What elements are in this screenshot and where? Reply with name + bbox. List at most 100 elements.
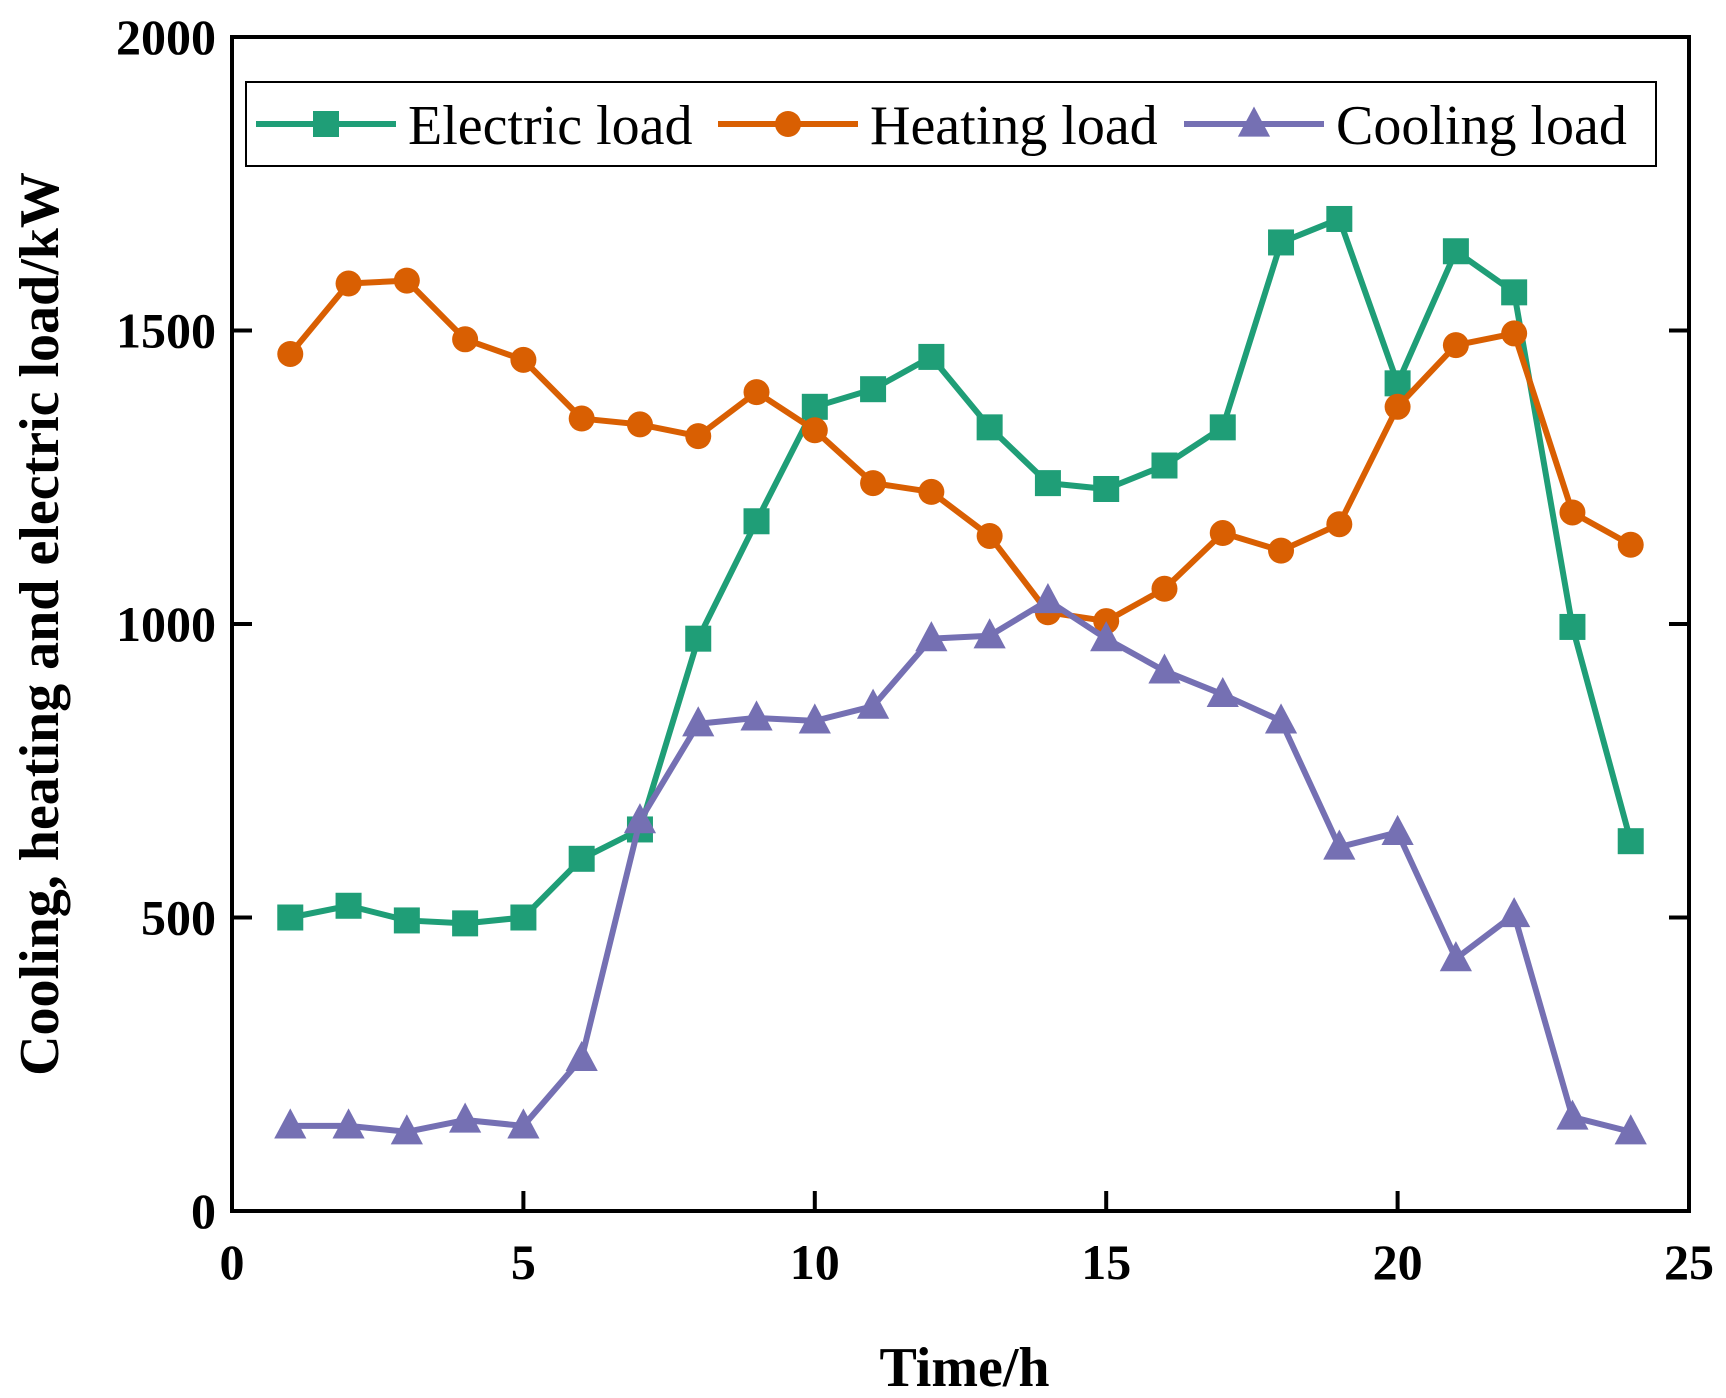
triangle-marker [915,621,948,652]
series-cooling-load [274,583,1647,1145]
x-tick-label: 15 [1081,1234,1131,1290]
square-marker [568,845,595,872]
square-marker [743,508,770,535]
x-tick-label: 20 [1373,1234,1423,1290]
circle-marker [335,270,362,297]
triangle-marker [973,618,1006,649]
circle-marker [1326,511,1353,538]
square-marker [685,625,712,652]
square-marker [510,904,537,931]
triangle-marker [1031,583,1065,614]
square-marker [335,892,362,919]
square-marker [277,904,304,931]
circle-marker [568,405,595,432]
circle-marker [1209,520,1236,547]
circle-marker [1151,575,1178,602]
circle-marker [452,326,479,353]
triangle-marker [449,1102,482,1133]
x-tick-label: 0 [220,1234,245,1290]
triangle-marker [1090,621,1123,652]
square-marker [918,343,945,370]
square-marker [801,393,828,420]
circle-marker [775,111,801,137]
y-axis-title: Cooling, heating and electric load/kW [9,172,71,1076]
triangle-marker [623,803,657,834]
circle-marker [918,478,945,505]
circle-marker [743,379,770,406]
x-axis-title: Time/h [879,1337,1049,1398]
legend-label: Cooling load [1336,95,1627,157]
triangle-marker [1498,897,1531,928]
triangle-marker [1439,941,1472,972]
x-tick-label: 10 [790,1234,840,1290]
circle-marker [801,417,828,444]
circle-marker [1617,531,1644,558]
legend-label: Heating load [870,95,1158,157]
legend-label: Electric load [408,95,693,157]
square-marker [1268,229,1295,256]
legend: Electric load Heating load Cooling load [245,81,1657,167]
y-tick-label: 2000 [116,9,216,65]
y-tick-label: 1500 [116,303,216,359]
circle-marker [277,340,304,367]
circle-marker [1501,320,1528,347]
triangle-marker [856,688,890,719]
axis-ticks: 0 5 10 15 20 25 0 500 1000 1500 2000 [116,9,1714,1290]
square-marker [1384,370,1411,397]
y-tick-label: 1000 [116,596,216,652]
square-marker [1151,452,1178,479]
square-marker [452,910,479,937]
circle-marker [626,411,653,438]
square-marker [1034,470,1061,497]
circle-marker [1559,499,1586,526]
square-marker [1617,828,1644,855]
x-tick-label: 5 [511,1234,536,1290]
square-marker [1326,205,1353,232]
square-marker [393,907,420,934]
triangle-marker [1237,106,1271,137]
triangle-marker [565,1040,598,1071]
series-layer [274,205,1647,1145]
square-marker [1559,613,1586,640]
circle-marker [685,423,712,450]
legend-box [245,81,1657,167]
triangle-marker [1614,1114,1647,1145]
circle-marker [1384,393,1411,420]
square-marker [860,376,887,403]
square-marker [1501,279,1528,306]
triangle-marker [1381,814,1414,845]
triangle-marker [1323,829,1356,860]
triangle-marker [332,1108,365,1139]
legend-entry: Heating load [718,95,1158,157]
y-tick-label: 0 [191,1183,216,1239]
series-line [290,597,1632,1135]
triangle-marker [507,1108,540,1139]
x-tick-label: 25 [1664,1234,1714,1290]
series-heating-load [277,267,1644,635]
square-marker [976,414,1003,441]
series-electric-load [277,205,1644,937]
square-marker [1093,475,1120,502]
legend-entry: Cooling load [1184,95,1627,157]
triangle-marker [798,703,831,734]
triangle-marker [390,1114,423,1145]
circle-marker [1268,537,1295,564]
triangle-marker [1556,1099,1589,1130]
triangle-marker [274,1108,307,1139]
circle-marker [976,522,1003,549]
circle-marker [393,267,420,294]
square-marker [313,111,339,137]
circle-marker [1442,332,1469,359]
circle-marker [1093,608,1120,635]
circle-marker [860,470,887,497]
square-marker [1209,414,1236,441]
triangle-marker [740,700,773,731]
legend-entry: Electric load [256,95,693,157]
plot-frame [230,35,1691,1213]
triangle-marker [1206,676,1239,708]
triangle-marker [1264,703,1298,734]
y-tick-label: 500 [141,890,216,946]
circle-marker [510,346,537,373]
